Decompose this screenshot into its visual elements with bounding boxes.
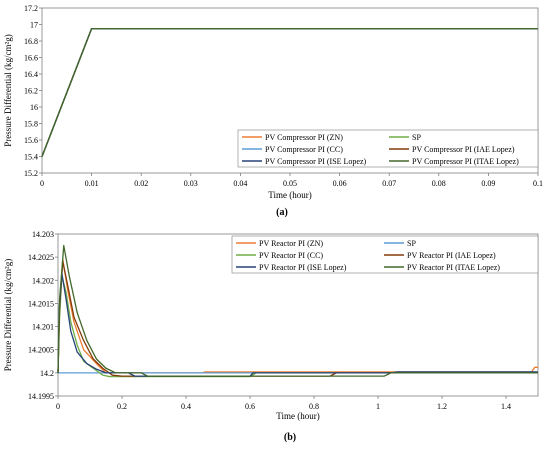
legend-entry: PV Compressor PI (CC) (265, 145, 343, 154)
y-tick-label: 16.2 (24, 87, 38, 96)
y-tick-label: 16 (30, 103, 38, 112)
y-axis-label: Pressure Differential (kg/cm²g) (3, 34, 13, 147)
x-tick-label: 0.09 (481, 179, 495, 188)
x-tick-label: 0 (56, 402, 60, 411)
x-tick-label: 1 (376, 402, 380, 411)
y-tick-label: 16.6 (24, 54, 38, 63)
series-line-4 (57, 261, 538, 377)
x-tick-label: 0.1 (533, 179, 543, 188)
y-tick-label: 14.1995 (28, 392, 54, 401)
y-tick-label: 15.2 (24, 169, 38, 178)
series-line-1 (57, 258, 538, 374)
y-tick-label: 15.4 (24, 153, 38, 162)
legend-entry: PV Reactor PI (ZN) (259, 239, 323, 248)
x-axis-label: Time (hour) (276, 411, 319, 421)
x-tick-label: 0.4 (181, 402, 191, 411)
y-tick-label: 15.6 (24, 136, 38, 145)
y-tick-label: 14.2 (40, 369, 54, 378)
y-tick-label: 14.203 (32, 230, 54, 239)
x-tick-label: 0.05 (283, 179, 297, 188)
x-tick-label: 0.04 (233, 179, 247, 188)
series-line-6 (41, 27, 538, 157)
y-tick-label: 14.2015 (28, 299, 54, 308)
x-tick-label: 0 (40, 179, 44, 188)
plot-area-frame (57, 233, 539, 397)
x-tick-label: 0.2 (117, 402, 127, 411)
x-tick-label: 0.6 (245, 402, 255, 411)
y-tick-label: 17 (30, 21, 38, 30)
series-line-5 (57, 272, 538, 377)
series-line-3 (57, 275, 538, 378)
y-tick-label: 14.202 (32, 276, 54, 285)
y-tick-label: 17.2 (24, 4, 38, 13)
y-tick-label: 14.2005 (28, 346, 54, 355)
x-tick-label: 0.07 (382, 179, 396, 188)
figure-caption: (a) (276, 207, 288, 218)
legend-entry: SP (412, 133, 421, 142)
legend-entry: PV Compressor PI (ISE Lopez) (265, 157, 367, 166)
y-tick-label: 16.8 (24, 37, 38, 46)
y-tick-label: 15.8 (24, 120, 38, 129)
x-tick-label: 0.08 (432, 179, 446, 188)
legend-entry: PV Reactor PI (ISE Lopez) (259, 263, 347, 272)
legend-box (237, 129, 539, 168)
x-tick-label: 1.4 (501, 402, 511, 411)
y-tick-label: 16.4 (24, 70, 38, 79)
x-tick-label: 1.2 (437, 402, 447, 411)
legend-entry: PV Reactor PI (ITAE Lopez) (407, 263, 500, 272)
x-tick-label: 0.8 (309, 402, 319, 411)
x-tick-label: 0.03 (184, 179, 198, 188)
legend-entry: PV Compressor PI (ITAE Lopez) (412, 157, 519, 166)
x-tick-label: 0.06 (333, 179, 347, 188)
x-tick-label: 0.02 (134, 179, 148, 188)
y-axis-label: Pressure Differential (kg/cm²g) (3, 259, 13, 372)
y-tick-label: 14.2025 (28, 253, 54, 262)
figure-caption: (b) (284, 432, 296, 443)
legend-entry: PV Reactor PI (CC) (259, 251, 323, 260)
x-tick-label: 0.01 (85, 179, 99, 188)
legend-entry: PV Compressor PI (IAE Lopez) (412, 145, 515, 154)
y-tick-label: 14.201 (32, 323, 54, 332)
x-axis-label: Time (hour) (268, 190, 311, 200)
legend-entry: PV Reactor PI (IAE Lopez) (407, 251, 496, 260)
legend-entry: SP (407, 239, 416, 248)
series-line-6 (57, 244, 538, 377)
legend-entry: PV Compressor PI (ZN) (265, 133, 343, 142)
